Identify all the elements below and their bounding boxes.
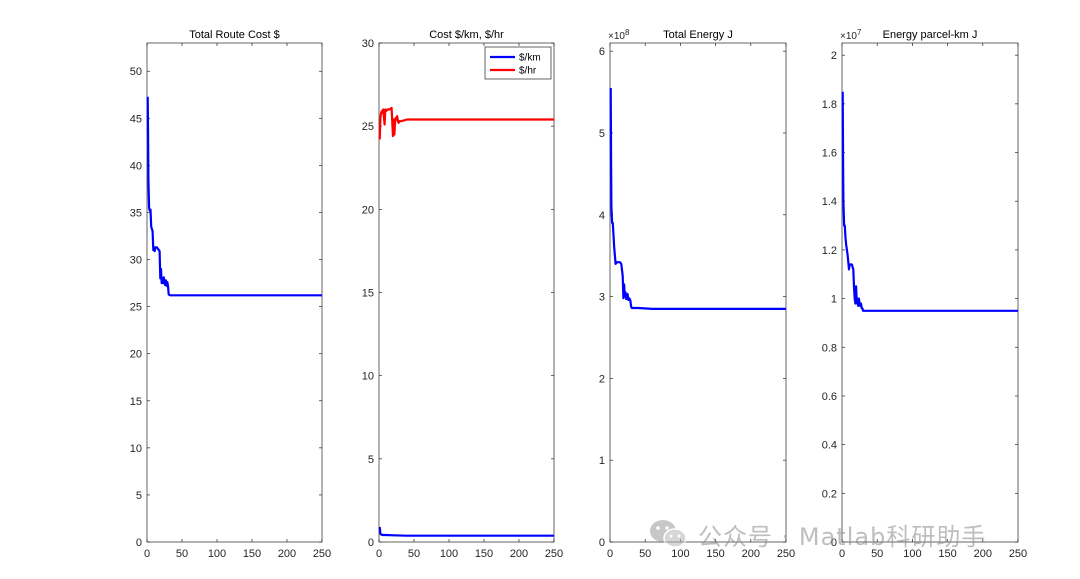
legend-entry: $/km [519,53,541,64]
y-exponent-label: ×107 [840,28,862,42]
x-tick-label: 250 [313,548,331,560]
chart-2: 0 50 100 150 200 250 0 5 10 15 20 25 30 Cost $/km, $/… [362,29,563,560]
x-tick-label: 200 [278,548,296,560]
y-tick-label: 1.8 [822,99,837,111]
y-tick-label: 10 [362,371,374,383]
legend-box [484,46,552,80]
y-tick-label: 30 [362,38,374,50]
x-tick-label: 100 [440,548,458,560]
x-tick-label: 250 [545,548,563,560]
chart-1: 0 50 100 150 200 250 0 5 10 15 20 25 30 35 40 45 50 Total… [130,29,331,560]
series-line-1 [609,87,786,310]
legend: $/km $/hr [484,46,552,80]
y-tick-label: 3 [599,292,605,304]
axes-box [609,42,787,543]
chart-title: Total Route Cost $ [189,29,280,41]
x-tick-label: 0 [376,548,382,560]
watermark: 公众号 · Matlab科研助手 [648,516,986,552]
legend-entry: $/hr [519,66,537,77]
y-tick-label: 0.2 [822,488,837,500]
y-tick-label: 4 [599,210,605,222]
axes-box [378,42,555,543]
y-tick-label: 35 [130,207,142,219]
x-tick-label: 200 [510,548,528,560]
y-tick-label: 1.6 [822,148,837,160]
y-tick-label: 5 [136,490,142,502]
x-tick-label: 50 [176,548,188,560]
x-tick-label: 150 [243,548,261,560]
series-line-1 [841,91,1018,312]
wechat-icon [650,520,687,548]
y-tick-label: 0 [831,537,837,549]
y-tick-label: 20 [130,349,142,361]
y-tick-label: 0.8 [822,342,837,354]
series-line-1 [378,526,554,537]
y-tick-label: 0.4 [822,440,837,452]
y-tick-label: 25 [362,121,374,133]
y-tick-label: 1.2 [822,245,837,257]
y-tick-label: 2 [599,373,605,385]
y-tick-label: 25 [130,302,142,314]
y-tick-label: 6 [599,46,605,58]
chart-title: Cost $/km, $/hr [429,29,504,41]
chart-3: 0 50 100 150 200 250 0 1 2 3 4 5 6×108 Total Energy J [599,28,795,560]
y-tick-label: 20 [362,204,374,216]
y-exponent-label: ×108 [608,28,630,42]
watermark-text: 公众号 · Matlab科研助手 [698,522,987,551]
y-tick-label: 1.4 [822,196,837,208]
y-tick-label: 15 [130,396,142,408]
x-tick-label: 50 [871,548,883,560]
x-tick-label: 250 [777,548,795,560]
y-tick-label: 0 [368,537,374,549]
y-tick-label: 0 [599,537,605,549]
y-tick-label: 15 [362,288,374,300]
series-line-2 [378,106,554,140]
y-tick-label: 0 [136,537,142,549]
y-tick-label: 50 [130,66,142,78]
y-tick-label: 1 [599,455,605,467]
y-tick-label: 0.6 [822,391,837,403]
y-tick-label: 40 [130,160,142,172]
x-tick-label: 0 [839,548,845,560]
x-tick-label: 200 [974,548,992,560]
x-tick-label: 100 [903,548,921,560]
x-tick-label: 100 [208,548,226,560]
x-tick-label: 150 [475,548,493,560]
x-tick-label: 250 [1009,548,1027,560]
y-tick-label: 1 [831,294,837,306]
y-tick-label: 5 [368,454,374,466]
y-tick-label: 10 [130,443,142,455]
y-tick-label: 45 [130,113,142,125]
x-tick-label: 150 [938,548,956,560]
chart-title: Energy parcel-km J [883,29,978,41]
x-tick-label: 100 [671,548,689,560]
x-tick-label: 0 [144,548,150,560]
x-tick-label: 0 [607,548,613,560]
axes-box [146,42,323,543]
series-line-1 [146,96,322,297]
chart-title: Total Energy J [663,29,733,41]
x-tick-label: 50 [408,548,420,560]
x-tick-label: 150 [706,548,724,560]
chart-4: 0 50 100 150 200 250 0 0.2 0.4 0.6 0.8 1 1.2 1.4 1.6 1.… [822,28,1027,560]
y-tick-label: 2 [831,50,837,62]
x-tick-label: 50 [639,548,651,560]
y-tick-label: 5 [599,128,605,140]
x-tick-label: 200 [742,548,760,560]
axes-box [841,42,1019,543]
y-tick-label: 30 [130,255,142,267]
